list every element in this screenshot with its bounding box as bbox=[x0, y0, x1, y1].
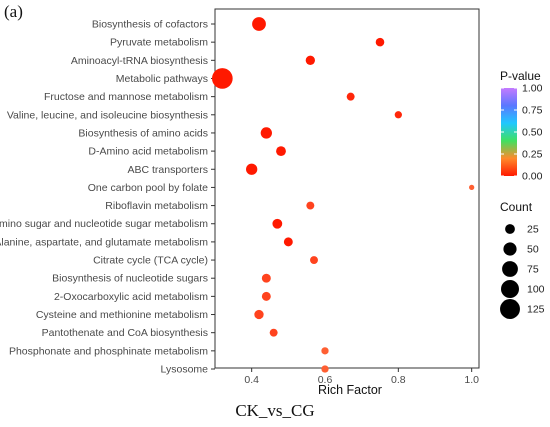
pvalue-legend-label: 0.00 bbox=[522, 171, 543, 183]
data-point bbox=[375, 37, 385, 47]
y-tick-label: Alanine, aspartate, and glutamate metabo… bbox=[0, 236, 208, 248]
count-legend-title: Count bbox=[500, 200, 533, 214]
data-point bbox=[394, 111, 402, 119]
count-legend: Count 25 50 75 100 125 bbox=[500, 200, 545, 319]
count-legend-label: 100 bbox=[527, 284, 545, 296]
count-legend-label: 25 bbox=[527, 224, 539, 236]
data-points bbox=[212, 17, 475, 373]
y-tick-label: Biosynthesis of nucleotide sugars bbox=[52, 273, 208, 285]
x-tick-label: 0.6 bbox=[318, 374, 333, 386]
data-point bbox=[305, 55, 315, 65]
count-legend-key bbox=[502, 261, 518, 277]
y-tick-label: Metabolic pathways bbox=[116, 73, 208, 85]
y-tick-label: 2-Oxocarboxylic acid metabolism bbox=[54, 291, 208, 303]
count-legend-label: 50 bbox=[527, 244, 539, 256]
data-point bbox=[246, 163, 258, 175]
pvalue-legend-label: 0.75 bbox=[522, 105, 543, 117]
pvalue-legend-title: P-value bbox=[500, 69, 541, 83]
data-point bbox=[261, 291, 271, 301]
count-legend-key bbox=[505, 224, 515, 234]
pvalue-colorbar bbox=[501, 88, 517, 176]
count-legend-key bbox=[501, 280, 519, 298]
plot-panel bbox=[214, 8, 480, 369]
pvalue-legend-label: 0.25 bbox=[522, 149, 543, 161]
y-tick-label: D-Amino acid metabolism bbox=[88, 146, 208, 158]
data-point bbox=[254, 309, 264, 320]
y-tick-label: Valine, leucine, and isoleucine biosynth… bbox=[7, 109, 208, 121]
data-point bbox=[346, 92, 355, 101]
data-point bbox=[310, 256, 318, 265]
y-tick-label: Biosynthesis of amino acids bbox=[78, 127, 208, 139]
data-point bbox=[321, 365, 329, 373]
y-tick-label: Riboflavin metabolism bbox=[105, 200, 208, 212]
y-tick-label: Aminoacyl-tRNA biosynthesis bbox=[71, 55, 208, 67]
pvalue-legend-label: 0.50 bbox=[522, 127, 543, 139]
y-tick-label: Pantothenate and CoA biosynthesis bbox=[42, 327, 208, 339]
data-point bbox=[252, 17, 266, 31]
panel-label: (a) bbox=[4, 2, 23, 21]
y-tick-label: Amino sugar and nucleotide sugar metabol… bbox=[0, 218, 208, 230]
data-point bbox=[272, 218, 283, 229]
data-point bbox=[276, 146, 286, 157]
count-legend-key bbox=[500, 299, 520, 319]
pvalue-legend: P-value 1.00 0.75 0.50 0.25 0.00 bbox=[500, 69, 543, 183]
x-tick-label: 1.0 bbox=[464, 374, 479, 386]
x-axis-ticks: 0.4 0.6 0.8 1.0 bbox=[244, 368, 479, 386]
count-legend-key bbox=[503, 242, 517, 256]
x-tick-label: 0.4 bbox=[244, 374, 259, 386]
y-tick-label: One carbon pool by folate bbox=[88, 182, 208, 194]
y-tick-label: Pyruvate metabolism bbox=[110, 37, 208, 49]
count-legend-label: 75 bbox=[527, 264, 539, 276]
y-tick-label: Cysteine and methionine metabolism bbox=[36, 309, 208, 321]
data-point bbox=[269, 328, 278, 337]
y-tick-label: Fructose and mannose metabolism bbox=[44, 91, 208, 103]
y-tick-label: Phosphonate and phosphinate metabolism bbox=[9, 345, 208, 357]
figure-caption: CK_vs_CG bbox=[235, 401, 315, 420]
data-point bbox=[261, 273, 271, 283]
x-tick-label: 0.8 bbox=[391, 374, 406, 386]
x-axis-title: Rich Factor bbox=[318, 383, 382, 397]
count-legend-label: 125 bbox=[527, 304, 545, 316]
data-point bbox=[321, 347, 329, 355]
y-tick-label: ABC transporters bbox=[127, 164, 208, 176]
data-point bbox=[469, 184, 475, 191]
y-tick-label: Biosynthesis of cofactors bbox=[92, 19, 208, 31]
data-point bbox=[260, 127, 272, 139]
pvalue-legend-label: 1.00 bbox=[522, 83, 543, 95]
y-tick-label: Lysosome bbox=[161, 364, 209, 376]
data-point bbox=[283, 237, 293, 247]
y-tick-label: Citrate cycle (TCA cycle) bbox=[93, 255, 208, 267]
kegg-enrichment-bubble-chart: Biosynthesis of cofactors Pyruvate metabo… bbox=[0, 8, 545, 397]
data-point bbox=[212, 68, 233, 89]
data-point bbox=[306, 201, 315, 210]
y-axis-ticks: Biosynthesis of cofactors Pyruvate metabo… bbox=[0, 19, 215, 376]
